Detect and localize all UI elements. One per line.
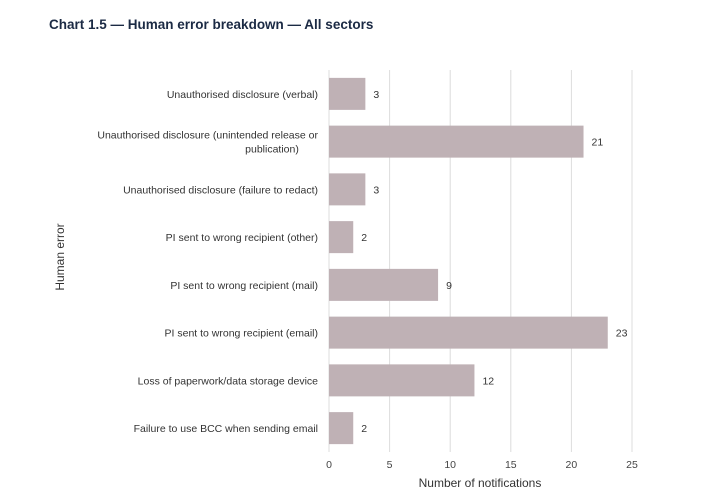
data-label: 12 (482, 375, 494, 387)
x-tick-label: 25 (626, 459, 638, 471)
labels: 0 5 10 15 20 25 3 Unauthorised disclosure (verb… (97, 89, 638, 471)
data-label: 21 (592, 137, 604, 149)
data-label: 2 (361, 232, 367, 244)
x-tick-label: 0 (326, 459, 332, 471)
category-label: PI sent to wrong recipient (mail) (170, 280, 318, 292)
x-axis-title: Number of notifications (419, 476, 542, 490)
category-label: Failure to use BCC when sending email (134, 423, 318, 435)
bar (329, 268, 439, 301)
bar (329, 412, 354, 445)
category-label: Unauthorised disclosure (unintended rele… (97, 130, 318, 156)
category-label: Unauthorised disclosure (verbal) (167, 89, 318, 101)
chart-title: Chart 1.5 — Human error breakdown — All … (49, 17, 374, 32)
data-label: 3 (373, 184, 379, 196)
category-label: PI sent to wrong recipient (other) (166, 232, 318, 244)
x-tick-label: 5 (387, 459, 393, 471)
data-label: 2 (361, 423, 367, 435)
bar (329, 77, 366, 110)
bar (329, 364, 475, 397)
category-label: PI sent to wrong recipient (email) (165, 328, 318, 340)
x-tick-label: 20 (566, 459, 578, 471)
category-label: Loss of paperwork/data storage device (138, 375, 319, 387)
category-label: Unauthorised disclosure (failure to reda… (123, 184, 318, 196)
bar (329, 173, 366, 206)
bars (329, 77, 608, 445)
data-label: 9 (446, 280, 452, 292)
bar (329, 221, 354, 254)
x-tick-label: 10 (444, 459, 456, 471)
data-label: 3 (373, 89, 379, 101)
y-axis-title: Human error (53, 223, 67, 290)
bar (329, 316, 608, 349)
bar (329, 125, 584, 158)
data-label: 23 (616, 328, 628, 340)
x-tick-label: 15 (505, 459, 517, 471)
